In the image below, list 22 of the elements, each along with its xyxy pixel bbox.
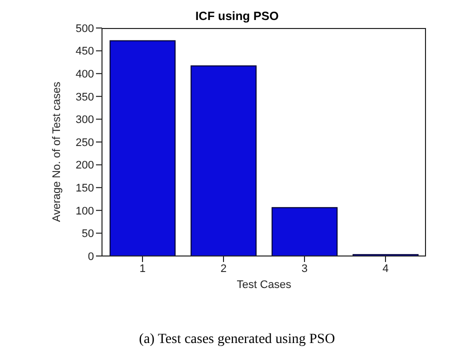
y-tick-label: 400 — [76, 68, 94, 81]
y-tick-label: 200 — [76, 160, 94, 172]
y-tick-label: 300 — [76, 114, 94, 126]
y-axis-title: Average No. of of Test cases — [50, 81, 63, 222]
y-tick-label: 500 — [76, 22, 94, 35]
text: (a) Test cases generated using PSO — [138, 332, 336, 348]
y-tick-label: 100 — [76, 205, 94, 218]
bar — [110, 40, 176, 256]
y-tick-label: 150 — [76, 182, 94, 195]
bar — [272, 207, 338, 256]
bar — [190, 65, 257, 256]
y-tick-label: 50 — [82, 228, 94, 240]
x-tick-label: 4 — [382, 262, 389, 275]
x-tick-label: 1 — [139, 262, 146, 275]
y-tick-label: 250 — [76, 136, 94, 149]
x-tick-label: 2 — [220, 262, 227, 275]
y-tick-label: 350 — [76, 91, 94, 104]
y-tick-label: 450 — [76, 46, 94, 58]
x-tick-label: 3 — [301, 262, 308, 275]
chart-title: ICF using PSO — [194, 8, 280, 24]
x-axis-title: Test Cases — [236, 279, 292, 291]
y-tick-label: 0 — [88, 250, 94, 263]
